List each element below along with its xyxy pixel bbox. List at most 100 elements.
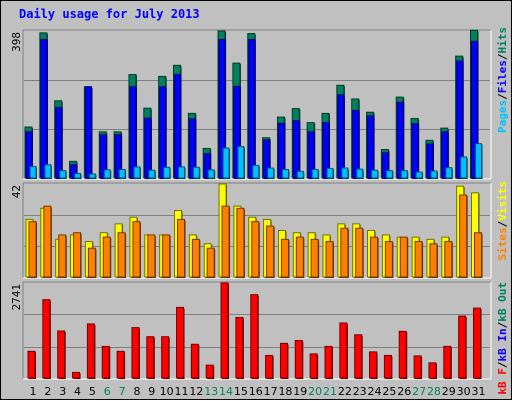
sites-bar — [399, 236, 408, 278]
kbytes-bar — [309, 353, 318, 379]
kbytes-bar — [101, 345, 110, 379]
pages-bar — [192, 166, 200, 179]
x-tick-label: 15 — [234, 385, 248, 398]
files-bar — [114, 134, 122, 179]
sites-bar — [340, 227, 349, 278]
pages-bar — [133, 166, 141, 179]
x-tick-label: 12 — [189, 385, 203, 398]
pages-bar — [118, 169, 126, 179]
sites-bar — [459, 194, 468, 278]
kbytes-bar — [86, 323, 95, 379]
sites-bar — [429, 243, 438, 278]
kbytes-bar — [294, 339, 303, 379]
sites-bar — [236, 207, 245, 278]
sites-bar — [474, 232, 482, 278]
pages-bar — [445, 167, 453, 179]
kbytes-legend-part: kB F — [496, 368, 509, 395]
x-tick-label: 21 — [323, 385, 337, 398]
hits-files-pages-legend-part: Pages — [496, 100, 509, 133]
pages-bar — [371, 169, 379, 179]
pages-bar — [475, 143, 482, 179]
kbytes-bar — [235, 316, 244, 379]
sites-bar — [251, 221, 260, 278]
x-tick-label: 26 — [397, 385, 411, 398]
files-bar — [129, 86, 137, 179]
sites-bar — [43, 205, 52, 278]
sites-bar — [414, 241, 423, 278]
files-bar — [188, 118, 196, 179]
files-bar — [70, 164, 78, 179]
files-bar — [84, 86, 92, 179]
kbytes-bar — [131, 327, 140, 379]
files-bar — [426, 143, 434, 179]
pages-bar — [74, 173, 82, 179]
kbytes-bar — [205, 364, 214, 379]
hits-ymax-label: 398 — [10, 32, 23, 52]
sites-bar — [325, 241, 334, 278]
kbytes-bar — [339, 322, 348, 379]
pages-bar — [207, 169, 215, 179]
pages-bar — [326, 167, 334, 179]
pages-bar — [163, 166, 171, 179]
files-bar — [99, 134, 107, 179]
x-tick-label: 25 — [382, 385, 396, 398]
x-tick-label: 6 — [104, 385, 111, 398]
pages-bar — [296, 170, 304, 179]
pages-bar — [281, 169, 289, 179]
files-bar — [352, 109, 360, 179]
kbytes-bar — [458, 315, 467, 379]
files-bar — [381, 152, 389, 179]
x-tick-label: 28 — [427, 385, 441, 398]
x-tick-label: 8 — [133, 385, 140, 398]
files-bar — [456, 60, 464, 179]
sites-bar — [266, 225, 275, 278]
pages-bar — [178, 166, 185, 179]
files-bar — [159, 86, 167, 179]
files-bar — [233, 85, 241, 179]
pages-bar — [460, 156, 468, 179]
sites-bar — [206, 247, 215, 278]
pages-bar — [237, 146, 245, 179]
sites-bar — [102, 236, 111, 278]
sites-bar — [221, 205, 230, 278]
x-tick-label: 11 — [175, 385, 189, 398]
files-bar — [248, 38, 256, 179]
pages-bar — [222, 147, 230, 179]
sites-bar — [444, 241, 453, 278]
sites-bar — [28, 221, 37, 278]
files-bar — [411, 123, 419, 179]
hits-panel-area — [23, 30, 491, 179]
x-tick-label: 24 — [368, 385, 382, 398]
pages-bar — [29, 166, 37, 179]
sites-bar — [162, 234, 171, 278]
x-tick-label: 27 — [412, 385, 426, 398]
hits-files-pages-legend-part: Files — [496, 60, 509, 93]
files-bar — [471, 40, 478, 179]
pages-bar — [385, 170, 393, 179]
files-bar — [40, 38, 48, 179]
kbytes-legend: kB F/kB In/kB Out — [496, 282, 509, 395]
kbytes-legend-part: kB Out — [496, 282, 509, 322]
files-bar — [441, 131, 449, 179]
files-bar — [396, 101, 404, 179]
pages-bar — [415, 171, 423, 179]
x-tick-label: 1 — [30, 385, 37, 398]
pages-bar — [356, 168, 364, 179]
files-bar — [55, 106, 63, 179]
x-tick-label: 19 — [293, 385, 307, 398]
sites-bar — [355, 227, 364, 278]
hits-files-pages-legend-part: / — [496, 53, 509, 60]
pages-bar — [430, 170, 438, 179]
x-tick-label: 17 — [264, 385, 278, 398]
sites-bar — [177, 218, 185, 278]
x-tick-label: 30 — [457, 385, 471, 398]
pages-bar — [252, 164, 260, 179]
kbytes-bar — [324, 345, 333, 379]
kbytes-bar — [250, 294, 259, 379]
x-tick-label: 18 — [278, 385, 292, 398]
files-bar — [277, 122, 285, 179]
kbytes-bar — [27, 350, 36, 379]
x-tick-label: 13 — [204, 385, 218, 398]
x-tick-label: 5 — [89, 385, 96, 398]
